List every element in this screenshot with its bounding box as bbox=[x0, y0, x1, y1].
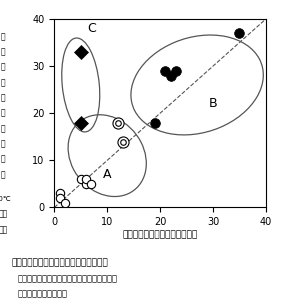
Text: 標: 標 bbox=[1, 124, 5, 133]
Text: 率: 率 bbox=[1, 109, 5, 118]
Text: 準: 準 bbox=[1, 139, 5, 148]
Text: A: A bbox=[103, 168, 111, 181]
Text: 栽培: 栽培 bbox=[0, 225, 7, 234]
Text: Ａ安定、Ｂ不安定、Ｃ栽培環境により不安定: Ａ安定、Ｂ不安定、Ｃ栽培環境により不安定 bbox=[17, 274, 117, 283]
X-axis label: 夏開花区　着色面積率標準偏差: 夏開花区 着色面積率標準偏差 bbox=[123, 230, 198, 239]
Text: 図３　覆輪安定性の栽培条件による変動: 図３ 覆輪安定性の栽培条件による変動 bbox=[11, 259, 108, 268]
Text: 色: 色 bbox=[1, 63, 5, 72]
Text: 差: 差 bbox=[1, 170, 5, 179]
Text: 粗: 粗 bbox=[1, 32, 5, 41]
Text: B: B bbox=[209, 97, 217, 110]
Text: 偏: 偏 bbox=[1, 155, 5, 164]
Text: C: C bbox=[87, 22, 96, 35]
Text: 20℃: 20℃ bbox=[0, 196, 11, 202]
Text: 積: 積 bbox=[1, 93, 5, 103]
Text: 点線はＹ＝Ｘを示す。: 点線はＹ＝Ｘを示す。 bbox=[17, 289, 67, 298]
Text: 着: 着 bbox=[1, 47, 5, 57]
Text: 一定: 一定 bbox=[0, 210, 7, 219]
Text: 面: 面 bbox=[1, 78, 5, 87]
